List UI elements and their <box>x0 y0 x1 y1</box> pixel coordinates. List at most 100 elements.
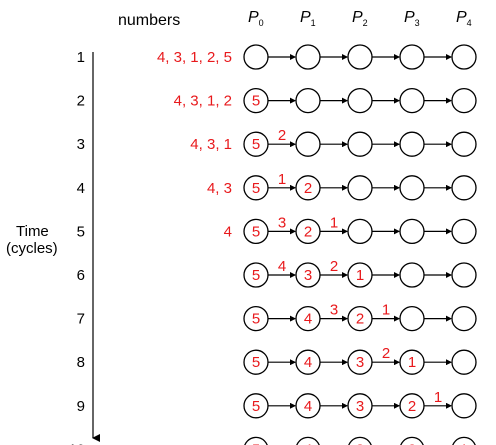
in-transit-value: 4 <box>278 258 286 275</box>
in-transit-value: 2 <box>278 127 286 144</box>
processor-node <box>399 349 425 375</box>
node-value: 5 <box>252 354 260 371</box>
processor-node <box>347 175 373 201</box>
processor-node <box>347 131 373 157</box>
in-transit-value: 1 <box>330 214 338 231</box>
processor-node <box>243 87 269 114</box>
numbers-queue: 4, 3, 1 <box>190 136 232 153</box>
processor-node <box>399 87 425 114</box>
processor-node <box>399 175 425 201</box>
node-value: 4 <box>304 354 312 371</box>
processor-node <box>451 349 477 375</box>
processor-node <box>451 218 477 245</box>
processor-node <box>243 262 269 288</box>
processor-label: P4 <box>456 9 472 28</box>
in-transit-value: 3 <box>278 214 286 231</box>
time-axis-label-line2: (cycles) <box>6 240 58 257</box>
processor-node <box>295 262 321 288</box>
cycle-row: 9 5 4 3 2 1 <box>77 389 477 419</box>
processor-label: P1 <box>300 9 316 28</box>
in-transit-value: 1 <box>278 171 286 188</box>
node-value: 1 <box>408 354 416 371</box>
processor-node <box>295 131 321 157</box>
node-value: 3 <box>356 441 364 445</box>
cycle-number: 3 <box>77 136 85 153</box>
node-value: 1 <box>356 267 364 284</box>
node-value: 4 <box>304 311 312 328</box>
processor-node <box>296 436 320 445</box>
processor-node <box>243 175 269 201</box>
cycle-row: 4 4, 3 5 2 1 <box>77 171 477 201</box>
processor-node <box>347 87 373 114</box>
cycle-number: 7 <box>77 311 85 328</box>
processor-node <box>451 305 477 332</box>
cycle-row: 5 4 5 2 3 1 <box>77 214 477 245</box>
processor-node <box>399 44 425 70</box>
processor-node <box>347 262 373 288</box>
processor-node <box>295 44 321 70</box>
in-transit-value: 2 <box>330 258 338 275</box>
cycle-rows: 1 4, 3, 1, 2, 5 2 4, 3, 1, 2 5 3 4, 3, 1 5 2 4 4, … <box>68 44 477 445</box>
processor-label: P2 <box>352 9 368 28</box>
cycle-row: 8 5 4 3 1 2 <box>77 345 477 375</box>
node-value: 5 <box>252 398 260 415</box>
processor-node <box>348 436 372 445</box>
node-value: 5 <box>252 180 260 197</box>
cycle-number: 5 <box>77 223 85 240</box>
in-transit-value: 1 <box>434 389 442 406</box>
node-value: 4 <box>304 441 312 445</box>
numbers-header: numbers <box>118 12 180 29</box>
cycle-number: 4 <box>77 180 85 197</box>
processor-node <box>243 349 269 375</box>
numbers-queue: 4, 3 <box>207 180 232 197</box>
processor-node <box>347 218 373 245</box>
time-axis-label-line1: Time <box>16 223 49 240</box>
processor-node <box>399 262 425 288</box>
numbers-queue: 4, 3, 1, 2 <box>174 93 232 110</box>
processor-node <box>243 393 269 419</box>
cycle-number: 9 <box>77 398 85 415</box>
node-value: 2 <box>408 441 416 445</box>
processor-node <box>451 262 477 288</box>
numbers-queue: 4, 3, 1, 2, 5 <box>157 49 232 66</box>
processor-node <box>451 131 477 157</box>
processor-node <box>399 218 425 245</box>
cycle-row: 2 4, 3, 1, 2 5 <box>77 87 477 114</box>
cycle-row: 10 5 4 3 2 1 <box>68 436 476 445</box>
node-value: 5 <box>252 93 260 110</box>
processor-node <box>451 175 477 201</box>
cycle-row: 1 4, 3, 1, 2, 5 <box>77 44 477 70</box>
node-value: 2 <box>304 180 312 197</box>
processor-labels: P0 P1 P2 P3 P4 <box>248 9 472 28</box>
node-value: 5 <box>252 441 260 445</box>
processor-label: P0 <box>248 9 264 28</box>
node-value: 2 <box>304 223 312 240</box>
processor-node <box>452 436 476 445</box>
processor-node <box>243 218 269 245</box>
node-value: 3 <box>304 267 312 284</box>
numbers-queue: 4 <box>224 223 232 240</box>
processor-node <box>295 305 321 332</box>
processor-node <box>399 305 425 332</box>
node-value: 4 <box>304 398 312 415</box>
in-transit-value: 1 <box>382 302 390 319</box>
node-value: 3 <box>356 354 364 371</box>
node-value: 2 <box>408 398 416 415</box>
processor-node <box>347 44 373 70</box>
processor-node <box>295 393 321 419</box>
processor-node <box>295 349 321 375</box>
cycle-row: 6 5 3 1 4 2 <box>77 258 477 288</box>
node-value: 2 <box>356 311 364 328</box>
node-value: 5 <box>252 136 260 153</box>
processor-node <box>399 393 425 419</box>
processor-node <box>244 436 268 445</box>
cycle-number: 6 <box>77 267 85 284</box>
processor-node <box>451 393 477 419</box>
processor-node <box>347 305 373 332</box>
cycle-number: 2 <box>77 93 85 110</box>
processor-node <box>451 87 477 114</box>
processor-node <box>451 44 477 70</box>
cycle-row: 7 5 4 2 3 1 <box>77 302 477 332</box>
processor-node <box>347 349 373 375</box>
